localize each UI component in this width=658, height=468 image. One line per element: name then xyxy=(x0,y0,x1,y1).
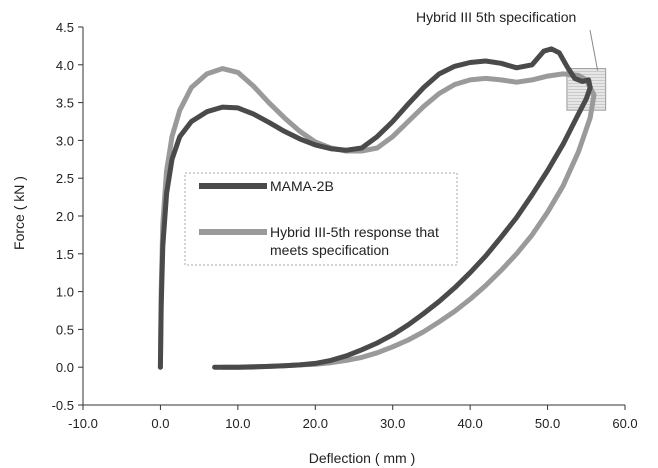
legend-label: MAMA-2B xyxy=(270,178,334,194)
legend: MAMA-2B Hybrid III-5th response that meets… xyxy=(184,172,458,266)
y-tick-label: 0.0 xyxy=(56,360,74,375)
legend-label: Hybrid III-5th response that meets specif… xyxy=(270,224,439,258)
y-tick-label: 4.0 xyxy=(56,58,74,73)
x-tick-label: -10.0 xyxy=(68,416,98,431)
annotation-label: Hybrid III 5th specification xyxy=(416,9,576,25)
y-tick-label: 3.5 xyxy=(56,96,74,111)
series-mama-2b-line xyxy=(157,46,593,370)
series-layer xyxy=(157,46,597,370)
series-hybrid-iii-5th-line xyxy=(157,66,597,370)
x-tick-label: 40.0 xyxy=(457,416,482,431)
y-axis-title: Force ( kN ) xyxy=(11,176,27,250)
y-tick-label: -0.5 xyxy=(52,398,74,413)
y-tick-label: 3.0 xyxy=(56,133,74,148)
x-tick-label: 30.0 xyxy=(380,416,405,431)
y-tick-label: 2.5 xyxy=(56,171,74,186)
x-axis-title: Deflection ( mm ) xyxy=(309,450,416,466)
y-tick-label: 1.5 xyxy=(56,247,74,262)
y-tick-label: 4.5 xyxy=(56,20,74,35)
x-tick-label: 0.0 xyxy=(151,416,169,431)
axes-layer: -0.5 0.0 0.5 1.0 1.5 2.0 2.5 3.0 3.5 4.0 4.5 -10.0 0… xyxy=(52,20,638,431)
x-tick-label: 50.0 xyxy=(535,416,560,431)
x-tick-label: 60.0 xyxy=(612,416,637,431)
y-tick-label: 1.0 xyxy=(56,285,74,300)
x-tick-label: 10.0 xyxy=(225,416,250,431)
annotation-leader xyxy=(589,29,599,71)
y-tick-label: 2.0 xyxy=(56,209,74,224)
x-tick-label: 20.0 xyxy=(303,416,328,431)
y-tick-label: 0.5 xyxy=(56,322,74,337)
